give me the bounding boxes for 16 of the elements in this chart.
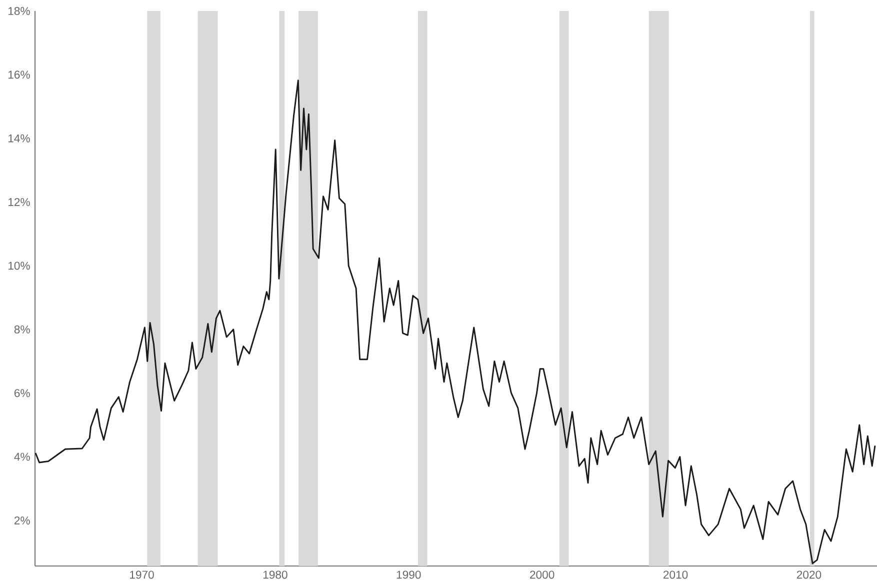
y-tick-label: 2% (14, 516, 30, 524)
y-tick-label: 4% (14, 452, 30, 461)
y-tick-label: 12% (8, 198, 30, 206)
y-tick-label: 18% (8, 6, 30, 16)
y-tick-label: 10% (8, 262, 30, 270)
y-tick-label: 16% (8, 70, 30, 79)
x-tick-label: 2020 (796, 570, 822, 579)
x-tick-label: 1970 (130, 570, 154, 579)
x-tick-label: 2000 (530, 570, 554, 579)
y-tick-label: 6% (14, 389, 30, 398)
y-tick-label: 8% (14, 325, 30, 334)
x-tick-label: 1990 (396, 570, 421, 579)
y-tick-label: 14% (8, 134, 30, 142)
line-series (34, 80, 876, 564)
x-tick-label: 1980 (263, 570, 288, 579)
x-tick-label: 2010 (663, 570, 688, 579)
